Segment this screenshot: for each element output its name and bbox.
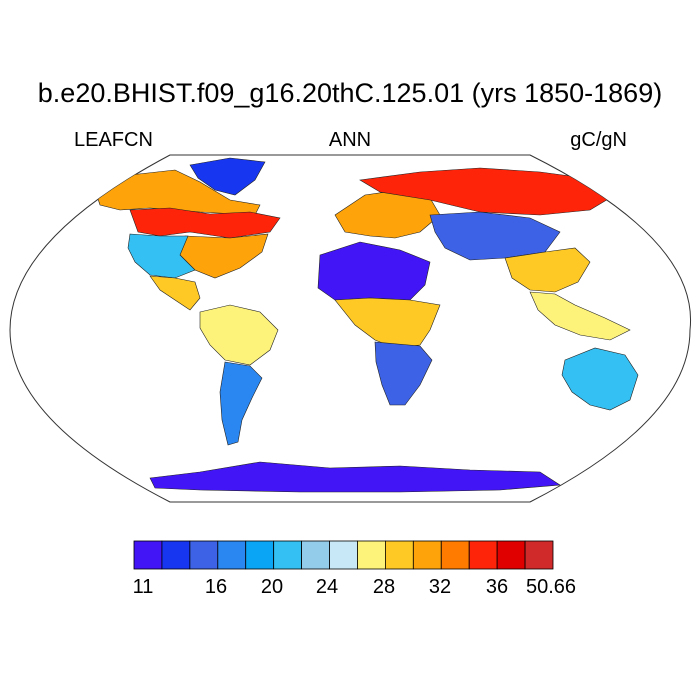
region-usa-west xyxy=(127,233,196,279)
colorbar-tick-label: 28 xyxy=(372,576,396,598)
region-australia xyxy=(561,347,639,411)
season-label: ANN xyxy=(328,129,372,151)
units-label: gC/gN xyxy=(570,129,627,151)
region-siberia xyxy=(359,167,616,216)
colorbar-tick-label: 11 xyxy=(132,576,154,598)
region-canada-north xyxy=(94,169,261,216)
region-sahel-africa xyxy=(334,297,441,349)
region-mexico xyxy=(149,275,201,311)
colorbar-tick-label: 16 xyxy=(204,576,228,598)
region-south-america-south xyxy=(219,361,263,446)
region-sahara xyxy=(317,241,431,301)
region-southern-africa xyxy=(374,341,433,406)
plot-title: b.e20.BHIST.f09_g16.20thC.125.01 (yrs 18… xyxy=(37,78,663,108)
region-china xyxy=(504,247,591,293)
region-amazon xyxy=(199,304,279,366)
region-canada-boreal xyxy=(129,207,281,239)
colorbar-tick-label: 20 xyxy=(260,576,284,598)
colorbar-tick-label: 36 xyxy=(485,576,509,598)
colorbar-tick-label: 50.66 xyxy=(525,576,577,598)
region-southeast-asia xyxy=(529,291,631,341)
variable-label: LEAFCN xyxy=(74,129,153,151)
region-greenland xyxy=(189,157,266,196)
colorbar-tick-label: 32 xyxy=(428,576,452,598)
colorbar-tick-label: 24 xyxy=(315,576,339,598)
region-antarctica xyxy=(149,461,561,493)
